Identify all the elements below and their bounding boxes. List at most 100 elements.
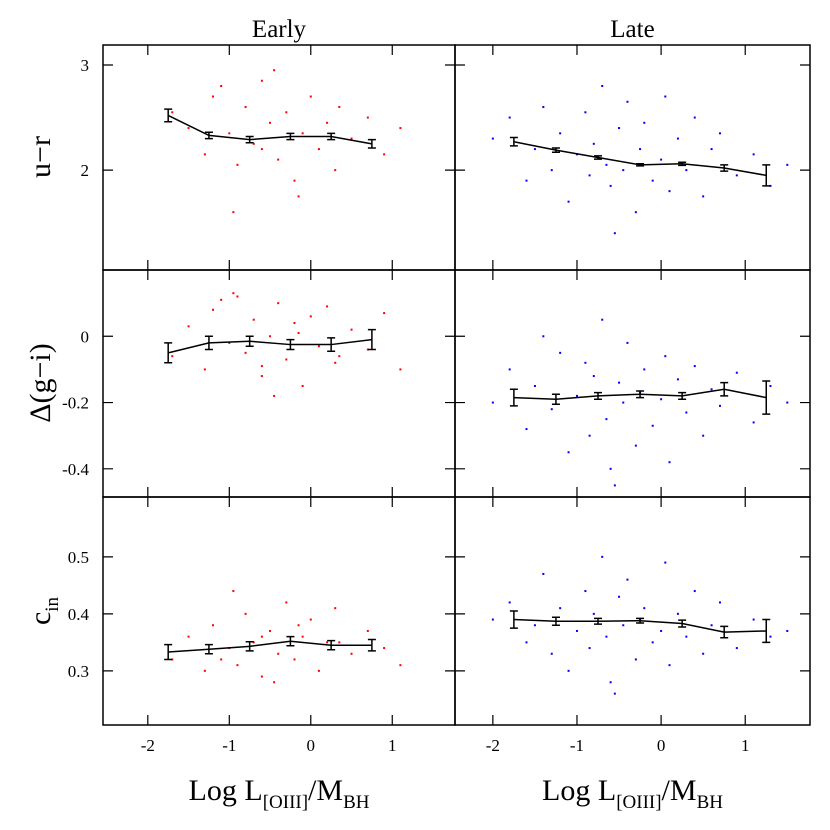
point	[338, 355, 341, 358]
x-axis-label-part: BH	[697, 792, 724, 813]
point	[236, 664, 239, 667]
point	[618, 595, 621, 598]
y-tick-label: -0.4	[62, 460, 89, 479]
point	[693, 116, 696, 119]
y-tick-label: -0.2	[62, 394, 89, 413]
point	[588, 174, 591, 177]
error-bar	[762, 164, 771, 187]
point	[668, 190, 671, 193]
point	[187, 325, 190, 328]
point	[260, 375, 263, 378]
error-bar	[594, 155, 603, 160]
point	[660, 629, 663, 632]
x-axis-label-part: [OIII]	[263, 792, 308, 813]
error-bar	[245, 641, 254, 652]
panel-frame	[454, 496, 811, 726]
point	[786, 401, 789, 404]
panel-frame	[102, 496, 456, 726]
point	[293, 658, 296, 661]
point	[735, 647, 738, 650]
point	[559, 607, 562, 610]
point	[735, 371, 738, 374]
point	[317, 669, 320, 672]
y-axis-label-part: u−r	[24, 136, 57, 178]
point	[592, 612, 595, 615]
x-axis-label-part: BH	[343, 792, 370, 813]
point	[605, 635, 608, 638]
point	[269, 335, 272, 338]
x-axis-label-part: Log L	[189, 774, 263, 807]
error-bar	[762, 618, 771, 644]
point	[626, 100, 629, 103]
point	[643, 607, 646, 610]
median-line	[168, 640, 372, 653]
error-bar	[327, 132, 336, 141]
point	[626, 578, 629, 581]
x-tick-label: -1	[570, 736, 584, 755]
error-bar	[636, 617, 645, 624]
point	[273, 681, 276, 684]
point	[542, 335, 545, 338]
error-bar	[245, 135, 254, 144]
error-bar	[286, 635, 295, 647]
point	[651, 641, 654, 644]
error-bar	[678, 391, 687, 400]
y-tick-label: 0.3	[68, 662, 89, 681]
median-line	[167, 114, 373, 145]
point	[550, 408, 553, 411]
point	[613, 232, 616, 235]
point	[260, 79, 263, 82]
point	[326, 121, 329, 124]
point	[273, 394, 276, 397]
y-axis-label-part: c	[24, 612, 57, 625]
point	[605, 418, 608, 421]
point	[786, 629, 789, 632]
point	[491, 137, 494, 140]
point	[718, 404, 721, 407]
point	[710, 624, 713, 627]
point	[203, 153, 206, 156]
point	[592, 375, 595, 378]
point	[752, 618, 755, 621]
point	[334, 169, 337, 172]
point	[297, 331, 300, 334]
point	[609, 681, 612, 684]
point	[559, 132, 562, 135]
point	[567, 669, 570, 672]
point	[592, 142, 595, 145]
point	[383, 153, 386, 156]
point	[508, 368, 511, 371]
point	[383, 312, 386, 315]
point	[508, 116, 511, 119]
point	[613, 692, 616, 695]
point	[212, 308, 214, 311]
point	[601, 85, 604, 88]
x-axis-label-part: [OIII]	[616, 792, 661, 813]
point	[187, 127, 190, 130]
point	[293, 322, 296, 325]
point	[622, 401, 625, 404]
point	[297, 195, 300, 198]
point	[260, 365, 263, 368]
point	[588, 647, 591, 650]
x-tick-label: -2	[141, 736, 155, 755]
point	[338, 641, 341, 644]
error-bar	[286, 132, 295, 141]
y-axis-label: Δ(g−i)	[24, 343, 57, 423]
panel-frame	[454, 269, 811, 498]
point	[618, 381, 621, 384]
point	[203, 669, 206, 672]
point	[301, 635, 304, 638]
point	[622, 624, 625, 627]
point	[609, 184, 612, 187]
point	[366, 348, 369, 351]
point	[769, 184, 772, 187]
point	[399, 664, 402, 667]
point	[664, 561, 667, 564]
point	[244, 106, 247, 109]
y-tick-label: 0	[81, 327, 90, 346]
point	[285, 111, 288, 114]
point	[601, 318, 604, 321]
point	[676, 612, 679, 615]
